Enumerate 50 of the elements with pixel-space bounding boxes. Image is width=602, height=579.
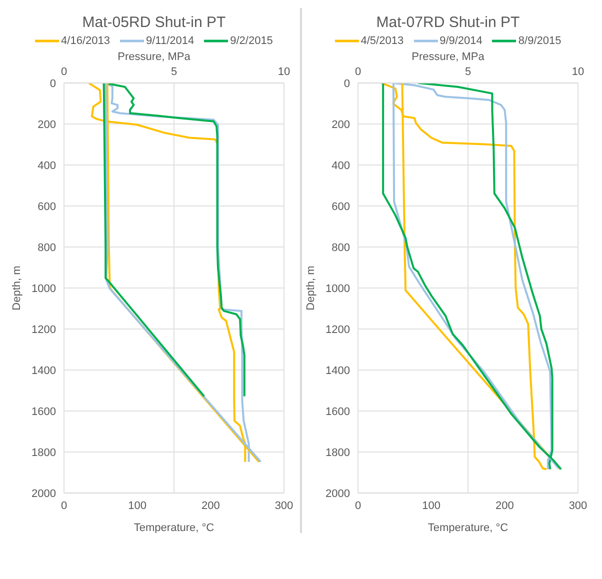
y-tick-label: 0	[50, 78, 56, 90]
x2-tick-label: 5	[464, 66, 472, 78]
x-tick-label: 0	[354, 500, 362, 512]
y-tick-label: 1000	[326, 282, 350, 295]
y-tick-label: 400	[38, 160, 56, 172]
y-tick-label: 200	[332, 118, 350, 131]
y-tick-label: 1400	[32, 364, 56, 377]
legend-label: 9/2/2015	[230, 35, 273, 47]
chart-title: Mat-07RD Shut-in PT	[375, 14, 521, 31]
x2-tick-label: 0	[354, 66, 362, 78]
y-tick-label: 1800	[32, 446, 56, 459]
chart-title: Mat-05RD Shut-in PT	[81, 14, 227, 31]
y-tick-label: 200	[38, 118, 56, 131]
x2-tick-label: 10	[278, 66, 290, 78]
y-tick-label: 0	[344, 78, 350, 90]
legend-label: 4/5/2013	[360, 35, 404, 47]
x2-axis-title: Pressure, MPa	[116, 51, 192, 63]
x-axis-title: Temperature, °C	[428, 522, 508, 534]
x2-axis-title: Pressure, MPa	[410, 51, 486, 63]
y-tick-label: 2000	[32, 488, 56, 500]
x-tick-label: 100	[128, 500, 147, 512]
x2-tick-label: 0	[60, 66, 68, 78]
y-axis-title: Depth, m	[10, 266, 23, 310]
y-axis-title: Depth, m	[304, 266, 317, 310]
legend-label: 8/9/2015	[518, 35, 562, 47]
x2-tick-label: 10	[572, 66, 584, 78]
y-tick-label: 1000	[32, 282, 56, 295]
x2-tick-label: 5	[170, 66, 178, 78]
x-tick-label: 300	[568, 500, 588, 512]
legend-label: 9/11/2014	[146, 35, 194, 47]
y-tick-label: 1400	[326, 364, 350, 377]
y-tick-label: 1600	[326, 406, 350, 418]
x-tick-label: 200	[201, 500, 220, 512]
x-axis-title: Temperature, °C	[134, 522, 214, 534]
y-tick-label: 2000	[326, 488, 350, 500]
x-tick-label: 100	[422, 500, 441, 512]
y-tick-label: 1200	[326, 324, 350, 336]
x-tick-label: 300	[274, 500, 294, 512]
y-tick-label: 800	[38, 242, 56, 254]
y-tick-label: 600	[332, 200, 350, 213]
y-tick-label: 1200	[32, 324, 56, 336]
x-tick-label: 200	[495, 500, 514, 512]
y-tick-label: 800	[332, 242, 350, 254]
legend-label: 4/16/2013	[61, 35, 110, 47]
y-tick-label: 1800	[326, 446, 350, 459]
x-tick-label: 0	[60, 500, 68, 512]
y-tick-label: 600	[38, 200, 56, 213]
legend-label: 9/9/2014	[440, 35, 482, 47]
y-tick-label: 400	[332, 160, 350, 172]
y-tick-label: 1600	[32, 406, 56, 418]
